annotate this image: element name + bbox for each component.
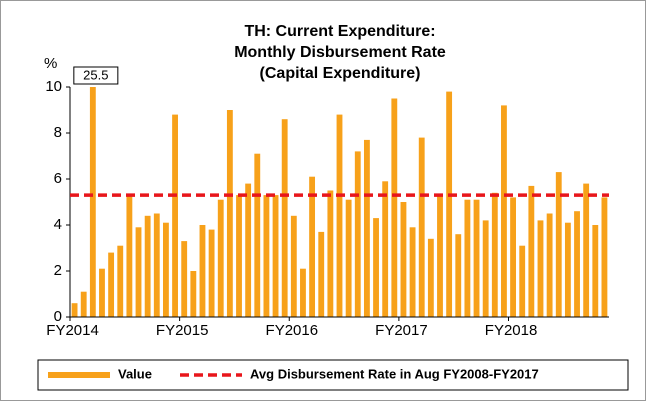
- bar: [601, 197, 608, 317]
- bar: [172, 114, 178, 317]
- bar: [254, 153, 261, 317]
- y-tick-label: 4: [54, 216, 62, 233]
- bar: [537, 220, 544, 317]
- bar: [391, 98, 398, 317]
- bar: [446, 91, 453, 317]
- bar: [290, 215, 297, 317]
- x-tick-label: FY2018: [485, 322, 538, 339]
- chart-title: Monthly Disbursement Rate: [234, 44, 446, 61]
- bar: [272, 195, 279, 317]
- bar: [99, 268, 105, 317]
- bar: [89, 87, 96, 317]
- bar: [208, 229, 215, 317]
- bar: [546, 213, 553, 317]
- bar: [363, 139, 370, 317]
- bar: [336, 114, 343, 317]
- bar: [437, 195, 443, 317]
- legend-label: Avg Disbursement Rate in Aug FY2008-FY20…: [250, 366, 539, 381]
- y-tick-label: 10: [45, 78, 62, 95]
- bar: [300, 268, 306, 317]
- bar: [473, 199, 480, 317]
- bar: [510, 197, 516, 317]
- bar: [309, 176, 316, 317]
- y-axis-label: %: [44, 55, 57, 72]
- chart-title: (Capital Expenditure): [260, 65, 421, 82]
- bar: [501, 105, 507, 318]
- bar: [281, 119, 288, 317]
- bar: [400, 202, 407, 317]
- y-tick-label: 0: [54, 308, 62, 325]
- bar: [583, 183, 590, 317]
- bar: [71, 303, 78, 317]
- bar: [199, 225, 206, 317]
- bar: [519, 245, 526, 317]
- y-tick-label: 6: [54, 170, 62, 187]
- bar: [455, 234, 462, 317]
- bar: [245, 183, 252, 317]
- bar: [592, 225, 599, 317]
- bar: [345, 199, 352, 317]
- y-tick-label: 8: [54, 124, 62, 141]
- bar: [236, 195, 242, 317]
- bar: [574, 211, 580, 317]
- bar: [327, 190, 334, 317]
- bar: [409, 227, 416, 317]
- bar: [373, 218, 379, 317]
- data-label: 25.5: [83, 67, 108, 82]
- bar: [117, 245, 124, 317]
- bar: [163, 222, 169, 317]
- x-tick-label: FY2017: [375, 322, 428, 339]
- bar: [491, 192, 498, 317]
- bar: [263, 195, 270, 317]
- bar: [418, 137, 425, 317]
- bar: [427, 238, 434, 317]
- bar: [153, 213, 160, 317]
- bar: [318, 231, 325, 317]
- bar: [482, 220, 489, 317]
- legend-label: Value: [118, 366, 152, 381]
- chart-title: TH: Current Expenditure:: [244, 23, 435, 40]
- bar: [354, 151, 361, 317]
- bar: [555, 172, 562, 317]
- bar: [217, 199, 224, 317]
- bar: [464, 199, 471, 317]
- bar: [135, 227, 142, 317]
- legend: [37, 359, 629, 391]
- bar: [181, 241, 188, 317]
- bar: [382, 181, 389, 317]
- data-label-box: [73, 66, 119, 85]
- x-tick-label: FY2016: [266, 322, 319, 339]
- x-tick-label: FY2014: [46, 322, 99, 339]
- bar: [80, 291, 87, 317]
- bar: [108, 252, 115, 317]
- bar: [564, 222, 571, 317]
- bar: [226, 110, 233, 317]
- legend-swatch: [48, 372, 110, 378]
- bar: [528, 185, 535, 317]
- x-tick-label: FY2015: [156, 322, 209, 339]
- y-tick-label: 2: [54, 262, 62, 279]
- bar: [144, 215, 151, 317]
- bar: [126, 195, 133, 317]
- bar: [190, 271, 197, 317]
